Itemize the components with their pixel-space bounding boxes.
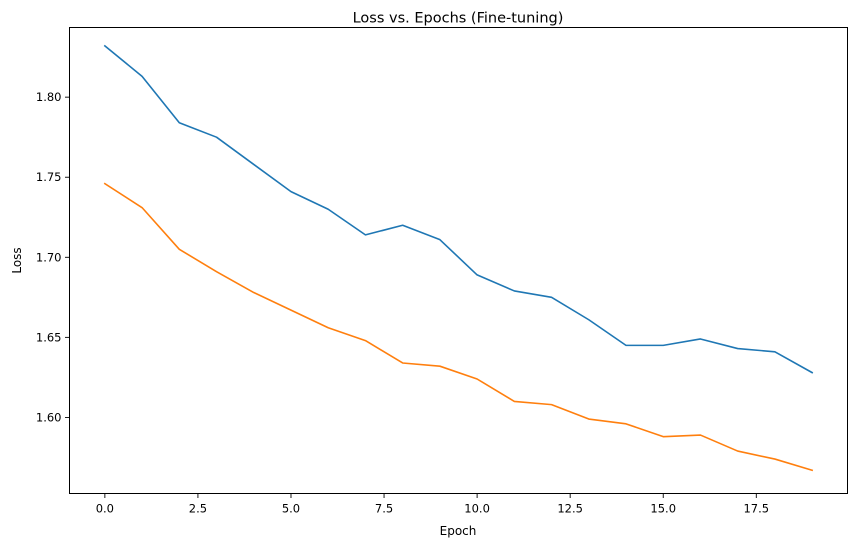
x-tick-label: 10.0	[464, 502, 490, 516]
x-axis: 0.0 2.5 5.0 7.5 10.0 12.5 15.0 17.5	[96, 493, 769, 516]
x-tick-label: 7.5	[375, 502, 393, 516]
y-axis: 1.60 1.65 1.70 1.75 1.80	[36, 90, 70, 424]
series-line-2	[103, 182, 814, 472]
series-layer	[103, 44, 814, 472]
y-tick-label: 1.75	[36, 170, 62, 184]
x-tick-label: 2.5	[189, 502, 207, 516]
x-axis-label: Epoch	[440, 524, 477, 538]
series-line-1	[103, 44, 814, 374]
x-tick-label: 15.0	[650, 502, 676, 516]
x-tick-label: 17.5	[743, 502, 769, 516]
y-tick-label: 1.60	[36, 410, 62, 424]
x-tick-label: 0.0	[96, 502, 114, 516]
x-tick-label: 5.0	[282, 502, 300, 516]
y-axis-label: Loss	[10, 247, 24, 273]
y-tick-label: 1.70	[36, 250, 62, 264]
y-tick-label: 1.65	[36, 330, 62, 344]
y-tick-label: 1.80	[36, 90, 62, 104]
x-tick-label: 12.5	[557, 502, 583, 516]
chart-title: Loss vs. Epochs (Fine-tuning)	[353, 11, 564, 27]
plot-frame	[69, 27, 848, 494]
